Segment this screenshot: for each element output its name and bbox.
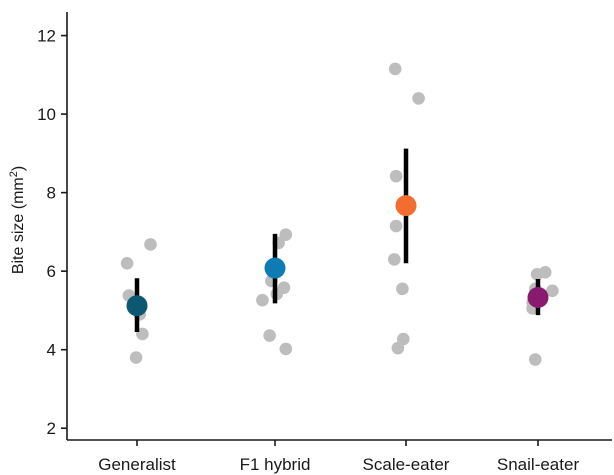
data-point <box>391 341 405 355</box>
data-point <box>538 266 552 279</box>
data-point <box>144 238 157 251</box>
x-tick-label: Generalist <box>98 455 176 474</box>
mean-point <box>126 295 148 317</box>
y-tick-label: 2 <box>47 419 56 438</box>
data-point <box>263 329 276 342</box>
data-point <box>389 169 403 183</box>
data-point <box>256 293 269 307</box>
data-point <box>388 62 402 76</box>
data-point <box>388 253 401 266</box>
data-point <box>129 351 143 364</box>
data-point <box>389 219 403 233</box>
mean-point <box>395 195 417 217</box>
data-point <box>396 282 409 296</box>
x-tick-label: Scale-eater <box>363 455 450 474</box>
data-point <box>529 353 542 366</box>
data-point <box>546 284 559 298</box>
data-point <box>279 342 293 356</box>
y-axis-title: Bite size (mm2) <box>8 166 27 274</box>
y-tick-label: 8 <box>47 184 56 203</box>
x-tick-label: Snail-eater <box>497 455 580 474</box>
x-tick-label: F1 hybrid <box>240 455 311 474</box>
y-tick-label: 12 <box>37 27 56 46</box>
mean-point <box>527 286 549 308</box>
y-tick-label: 6 <box>47 262 56 281</box>
data-point <box>279 228 293 241</box>
y-tick-label: 4 <box>47 341 56 360</box>
mean-point <box>264 257 286 279</box>
y-tick-label: 10 <box>37 105 56 124</box>
data-point <box>120 257 134 270</box>
data-point <box>412 92 425 105</box>
